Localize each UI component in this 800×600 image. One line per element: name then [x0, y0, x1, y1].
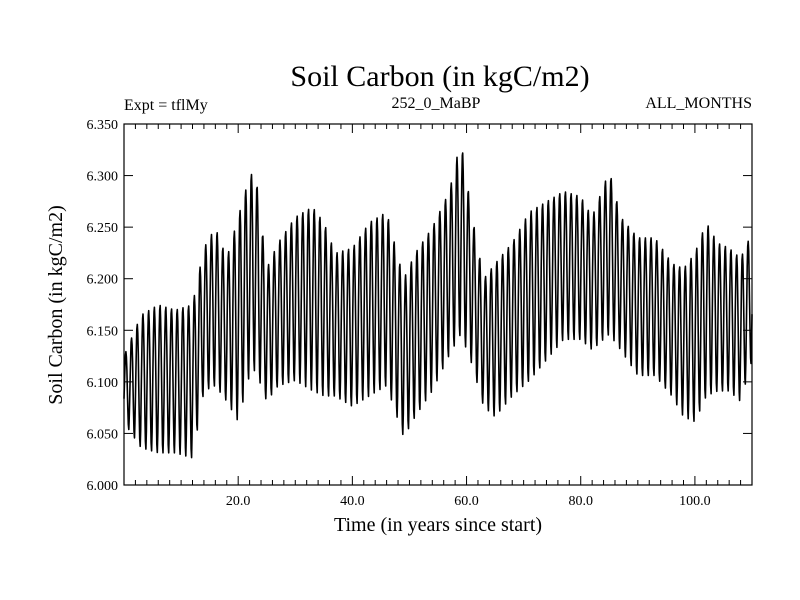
x-tick-label: 20.0: [226, 494, 251, 509]
y-tick-label: 6.350: [87, 118, 119, 133]
y-tick-label: 6.150: [87, 324, 119, 339]
y-tick-label: 6.300: [87, 170, 119, 185]
y-tick-label: 6.000: [87, 479, 119, 494]
y-tick-label: 6.200: [87, 273, 119, 288]
y-tick-label: 6.050: [87, 427, 119, 442]
x-tick-label: 100.0: [679, 494, 711, 509]
plot-area: 6.000 6.050 6.100 6.150 6.200 6.250 6.300 6.350…: [87, 118, 753, 509]
x-tick-label: 80.0: [568, 494, 593, 509]
experiment-label: Expt = tflMy: [124, 97, 208, 114]
x-axis: 20.0 40.0 60.0 80.0 100.0: [134, 124, 742, 509]
y-axis-title: Soil Carbon (in kgC/m2): [45, 205, 67, 404]
x-axis-title: Time (in years since start): [334, 514, 542, 536]
period-label: 252_0_MaBP: [392, 95, 481, 112]
series-line-soil-carbon: [123, 152, 753, 459]
months-label: ALL_MONTHS: [645, 95, 752, 112]
x-tick-label: 40.0: [340, 494, 365, 509]
y-tick-label: 6.250: [87, 221, 119, 236]
y-axis: 6.000 6.050 6.100 6.150 6.200 6.250 6.300 6.350: [87, 118, 752, 494]
x-tick-label: 60.0: [454, 494, 479, 509]
chart-title: Soil Carbon (in kgC/m2): [290, 60, 589, 93]
y-tick-label: 6.100: [87, 376, 119, 391]
plot-frame: [123, 123, 753, 486]
